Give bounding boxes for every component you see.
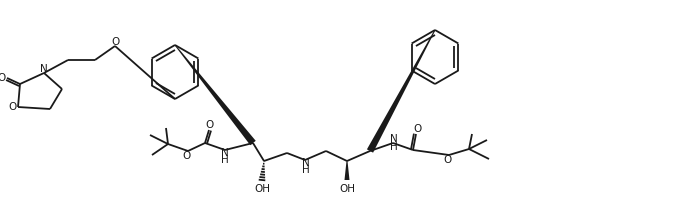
Text: O: O	[414, 124, 422, 134]
Text: O: O	[183, 151, 191, 161]
Text: H: H	[390, 142, 398, 152]
Text: N: N	[390, 134, 398, 144]
Text: OH: OH	[339, 184, 355, 194]
Text: H: H	[302, 165, 310, 175]
Text: O: O	[444, 155, 452, 165]
Text: O: O	[0, 73, 6, 83]
Text: N: N	[302, 158, 310, 168]
Text: O: O	[9, 102, 17, 112]
Text: O: O	[206, 120, 214, 130]
Text: OH: OH	[254, 184, 270, 194]
Text: H: H	[221, 155, 229, 165]
Text: O: O	[112, 37, 120, 47]
Polygon shape	[344, 161, 350, 180]
Text: N: N	[221, 148, 229, 158]
Polygon shape	[367, 30, 435, 153]
Polygon shape	[175, 45, 255, 145]
Text: N: N	[40, 64, 48, 74]
